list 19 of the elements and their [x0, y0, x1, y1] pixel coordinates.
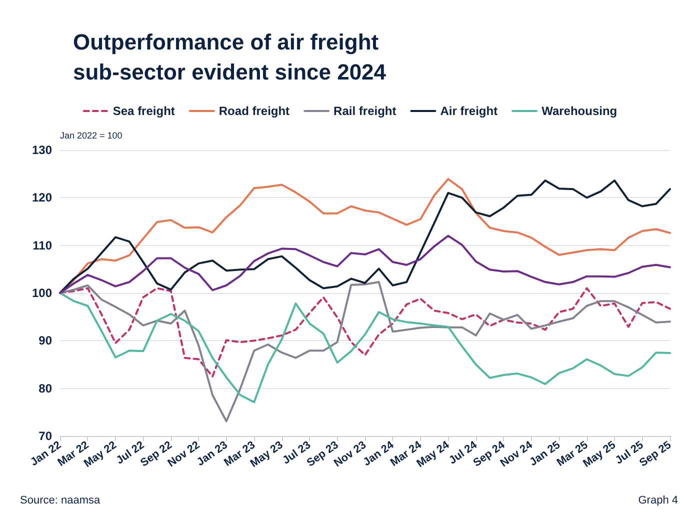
legend-label: Warehousing	[542, 104, 618, 118]
source-note: Source: naamsa	[20, 494, 101, 506]
legend-label: Sea freight	[112, 104, 175, 118]
y-axis-title: Jan 2022 = 100	[60, 130, 122, 140]
legend-label: Road freight	[218, 104, 290, 118]
y-tick-label: 130	[32, 143, 52, 157]
chart-title: Outperformance of air freight sub-sector evident since 2024	[73, 30, 387, 84]
y-tick-label: 90	[38, 334, 52, 348]
line-series	[59, 234, 671, 294]
caption: Graph 4	[638, 494, 678, 506]
y-tick-label: 110	[32, 238, 52, 252]
line-series	[59, 292, 671, 404]
y-tick-label: 70	[38, 429, 52, 443]
legend-label: Rail freight	[334, 104, 396, 118]
line-series	[59, 281, 671, 422]
y-tick-label: 100	[32, 286, 52, 300]
legend-label: Air freight	[440, 104, 498, 118]
y-tick-label: 120	[32, 190, 52, 205]
y-tick-label: 80	[38, 381, 52, 396]
